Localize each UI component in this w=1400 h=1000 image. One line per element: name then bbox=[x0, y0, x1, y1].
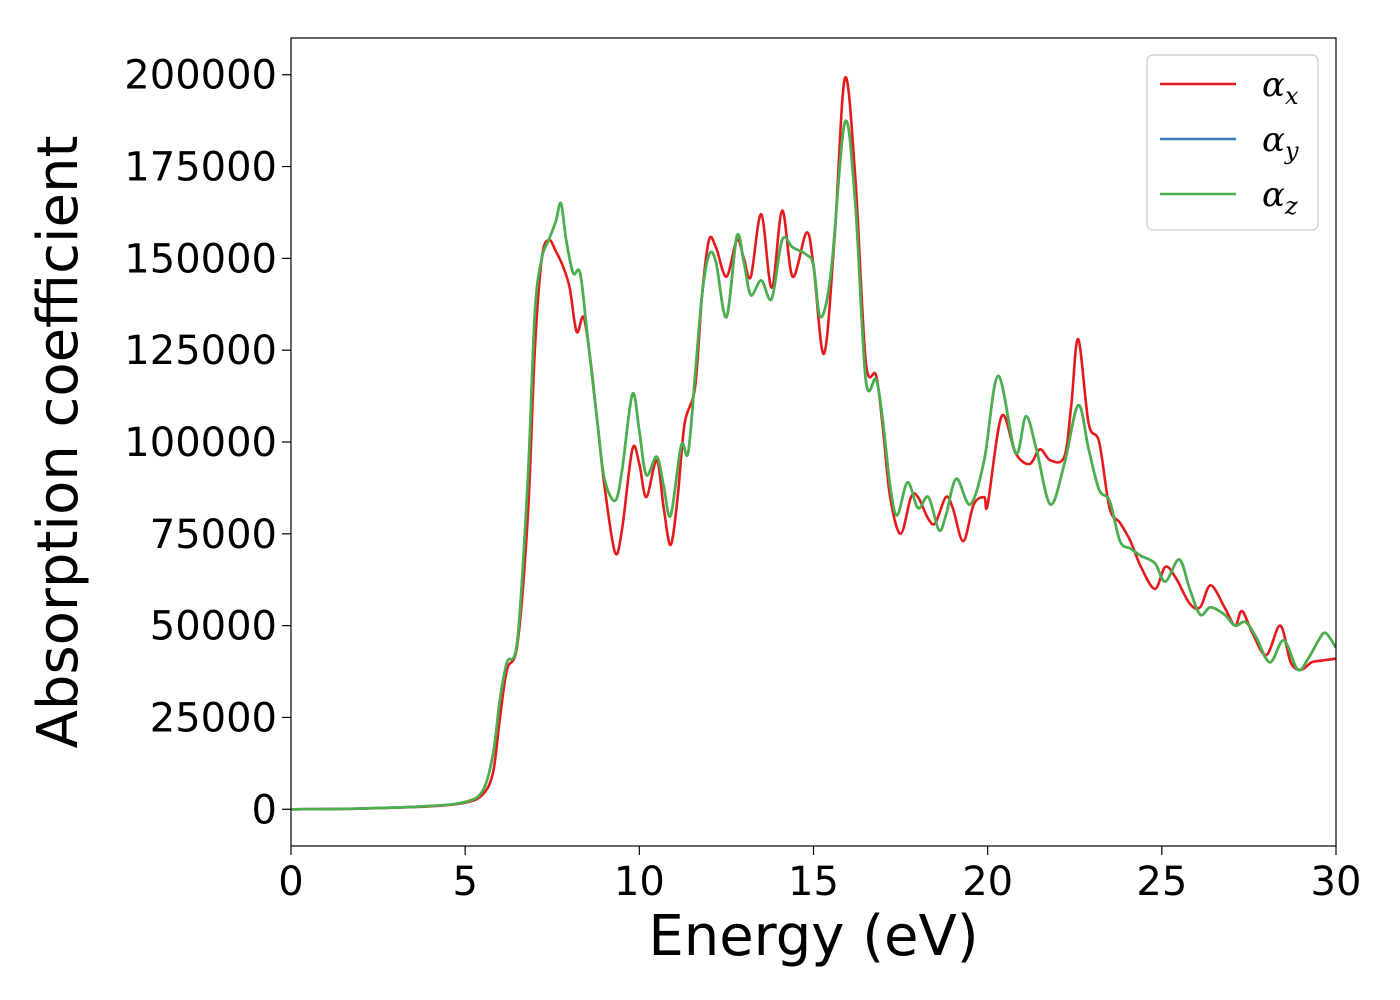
legend-entry-alpha-y: αy bbox=[1160, 120, 1299, 165]
legend-label-subscript: y bbox=[1284, 137, 1299, 165]
legend-entry-alpha-x: αx bbox=[1160, 65, 1299, 110]
series-line-alpha-x bbox=[291, 76, 1336, 811]
x-tick-label: 25 bbox=[1136, 859, 1187, 905]
y-tick-label: 50000 bbox=[150, 604, 277, 650]
y-tick-label: 175000 bbox=[124, 145, 277, 191]
y-tick-label: 150000 bbox=[124, 236, 277, 282]
legend-label-subscript: x bbox=[1285, 82, 1299, 110]
y-tick-label: 125000 bbox=[124, 328, 277, 374]
y-tick-label: 200000 bbox=[124, 53, 277, 99]
legend-label: αx bbox=[1262, 65, 1299, 110]
legend-entry-alpha-z: αz bbox=[1160, 175, 1298, 220]
legend-box bbox=[1146, 54, 1319, 231]
x-tick-label: 5 bbox=[452, 859, 477, 905]
y-axis-ticks: 0 25000 50000 75000 100000 125000 150000 175000… bbox=[124, 53, 291, 833]
legend-label-subscript: z bbox=[1284, 192, 1298, 220]
legend-label-symbol: α bbox=[1262, 175, 1285, 215]
legend-label-symbol: α bbox=[1262, 65, 1285, 105]
legend-label: αz bbox=[1262, 175, 1298, 220]
legend-label: αy bbox=[1262, 120, 1299, 165]
x-tick-label: 15 bbox=[788, 859, 839, 905]
x-tick-label: 30 bbox=[1311, 859, 1362, 905]
series-line-alpha-z bbox=[291, 119, 1336, 811]
x-tick-label: 10 bbox=[614, 859, 665, 905]
series-layer bbox=[291, 76, 1336, 811]
x-tick-label: 0 bbox=[278, 859, 303, 905]
legend-label-symbol: α bbox=[1262, 120, 1285, 160]
y-axis-title: Absorption coefficient bbox=[26, 136, 91, 749]
x-tick-label: 20 bbox=[962, 859, 1013, 905]
x-axis-ticks: 0 5 10 15 20 25 30 bbox=[278, 846, 1361, 905]
y-tick-label: 75000 bbox=[150, 512, 277, 558]
y-tick-label: 0 bbox=[252, 787, 277, 833]
y-tick-label: 25000 bbox=[150, 695, 277, 741]
y-tick-label: 100000 bbox=[124, 420, 277, 466]
x-axis-title: Energy (eV) bbox=[648, 904, 978, 969]
